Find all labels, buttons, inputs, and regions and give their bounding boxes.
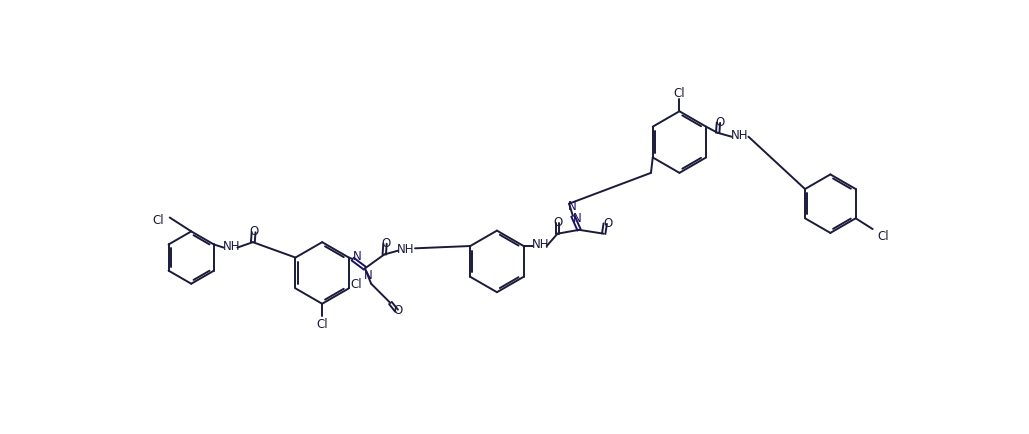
Text: Cl: Cl (350, 278, 361, 291)
Text: Cl: Cl (878, 229, 889, 242)
Text: NH: NH (731, 128, 748, 141)
Text: N: N (363, 268, 372, 281)
Text: O: O (249, 224, 258, 237)
Text: Cl: Cl (316, 317, 328, 330)
Text: O: O (553, 215, 562, 228)
Text: Cl: Cl (674, 86, 685, 99)
Text: N: N (353, 249, 361, 262)
Text: O: O (715, 115, 724, 128)
Text: O: O (381, 236, 390, 249)
Text: O: O (393, 303, 402, 316)
Text: NH: NH (532, 238, 549, 250)
Text: NH: NH (222, 239, 240, 252)
Text: NH: NH (397, 242, 415, 255)
Text: N: N (568, 199, 576, 212)
Text: Cl: Cl (152, 214, 164, 227)
Text: O: O (603, 217, 612, 230)
Text: N: N (572, 211, 581, 224)
